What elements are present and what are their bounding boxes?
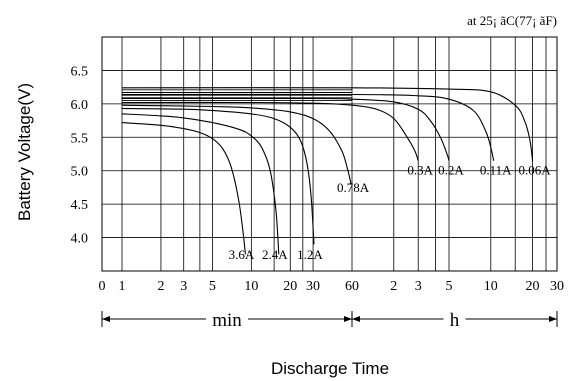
series-label: 3.6A [229,247,255,262]
series-line-0.3A [121,101,419,161]
x-tick-label: 2 [390,279,397,294]
x-tick-label: 0 [99,279,106,294]
series-label: 0.11A [480,163,512,178]
arrow-head-left [352,316,360,322]
y-tick-label: 6.0 [71,98,89,113]
x-axis-label: Discharge Time [271,359,389,378]
unit-label-min: min [212,310,242,331]
arrow-head-left [102,316,110,322]
arrow-head-right [549,316,557,322]
x-tick-label: 10 [244,279,258,294]
x-tick-label: 2 [157,279,164,294]
unit-label-bg [206,309,248,329]
series-line-2.4A [121,113,280,255]
y-axis-label: Battery Voltage(V) [15,83,34,221]
condition-note: at 25¡ ãC(77¡ ãF) [467,13,557,28]
x-tick-label: 20 [283,279,297,294]
x-tick-label: 60 [345,279,359,294]
series-label: 0.3A [407,163,433,178]
y-tick-label: 6.5 [71,64,89,79]
series-label: 1.2A [297,247,323,262]
series-label: 0.78A [337,180,370,195]
series-label: 0.06A [518,163,551,178]
series-line-3.6A [121,122,246,255]
series-line-0.78A [121,104,352,185]
x-tick-label: 5 [446,279,453,294]
x-tick-label: 1 [119,279,126,294]
series-label: 2.4A [262,247,288,262]
x-tick-label: 3 [180,279,187,294]
y-tick-label: 5.0 [71,165,89,180]
series-line-0.2A [121,97,450,161]
x-tick-label: 20 [526,279,540,294]
x-tick-label: 10 [484,279,498,294]
y-tick-label: 4.0 [71,232,89,247]
plot-frame [101,36,558,272]
x-tick-label: 30 [306,279,320,294]
x-tick-label: 30 [550,279,564,294]
series-line-0.11A [121,93,495,161]
series-line-1.2A [121,107,315,245]
x-tick-label: 3 [415,279,422,294]
series-line-0.06A [121,87,534,161]
unit-label-h: h [450,310,460,331]
arrow-head-right [344,316,352,322]
y-tick-label: 4.5 [71,198,89,213]
y-tick-label: 5.5 [71,131,89,146]
plot-area: 4.0 4.5 5.0 5.5 6.0 6.5 0 1 2 3 5 10 20 30 60 2 3 5 10 20 30… [71,36,564,331]
x-tick-label: 5 [209,279,216,294]
unit-label-bg [443,309,466,329]
series-label: 0.2A [438,163,464,178]
